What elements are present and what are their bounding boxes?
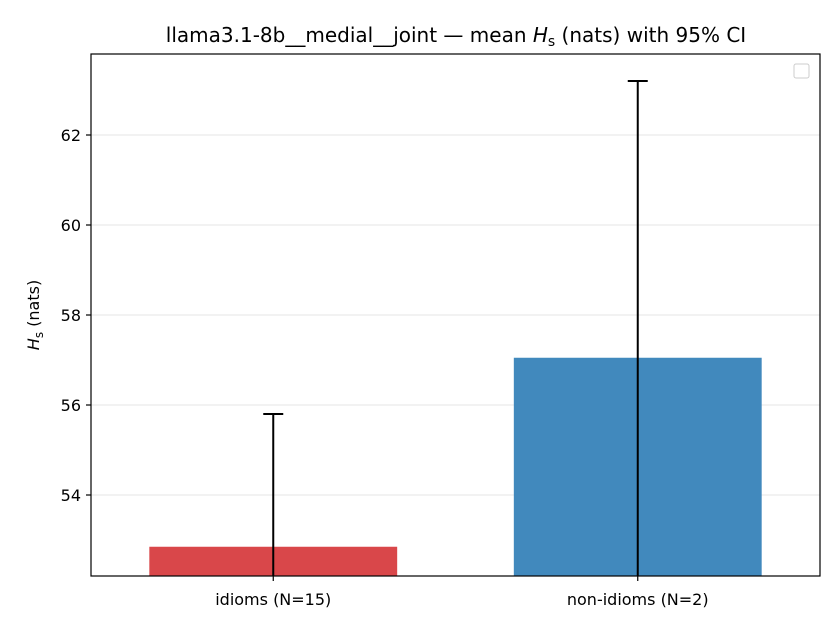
chart-title: llama3.1-8b__medial__joint — mean Hs (na… bbox=[166, 23, 746, 50]
x-tick-label: idioms (N=15) bbox=[215, 590, 331, 609]
y-axis-ticks: 54 56 58 60 62 bbox=[61, 126, 91, 505]
y-tick-label: 60 bbox=[61, 216, 81, 235]
x-axis-ticks: idioms (N=15) non-idioms (N=2) bbox=[215, 576, 709, 609]
y-tick-label: 62 bbox=[61, 126, 81, 145]
bars bbox=[149, 357, 762, 576]
y-tick-label: 54 bbox=[61, 486, 81, 505]
x-tick-label: non-idioms (N=2) bbox=[567, 590, 709, 609]
error-bars bbox=[263, 80, 648, 576]
y-tick-label: 56 bbox=[61, 396, 81, 415]
y-axis-label: Hs (nats) bbox=[24, 280, 46, 350]
y-tick-label: 58 bbox=[61, 306, 81, 325]
legend bbox=[793, 63, 810, 79]
